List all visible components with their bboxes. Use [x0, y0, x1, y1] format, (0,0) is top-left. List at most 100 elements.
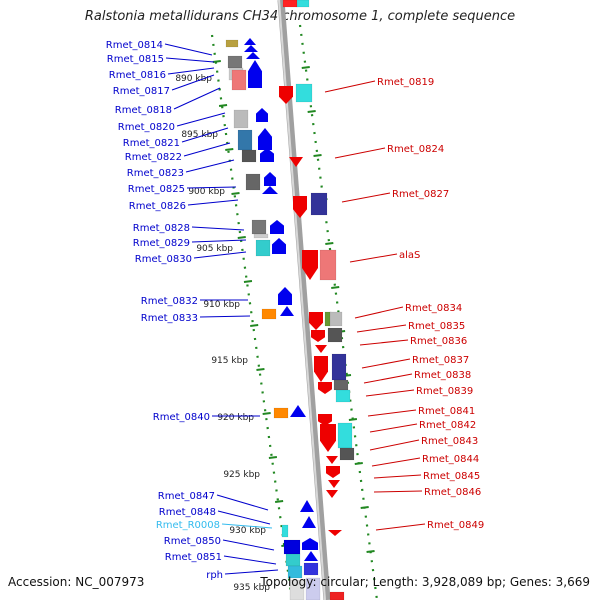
right-gene-label: Rmet_0837 — [412, 355, 469, 366]
left-gene-leader-line — [173, 87, 221, 110]
left-gene-leader-line — [217, 510, 271, 525]
right-gene-leader-line — [341, 192, 391, 203]
gene-feature-box — [227, 55, 243, 69]
gene-arrow — [289, 157, 303, 167]
right-gene-leader-line — [359, 339, 409, 346]
gene-arrow — [262, 186, 278, 194]
gene-feature-box — [327, 327, 343, 343]
gene-arrow — [302, 538, 318, 550]
gene-arrow — [278, 287, 292, 305]
right-gene-leader-line — [363, 373, 413, 384]
right-gene-leader-line — [356, 324, 407, 333]
right-gene-label: Rmet_0843 — [421, 436, 478, 447]
right-gene-leader-line — [349, 253, 398, 263]
gene-arrow — [290, 405, 306, 417]
right-gene-leader-line — [375, 523, 426, 531]
gene-feature-box — [273, 407, 289, 419]
gene-arrow — [302, 516, 316, 528]
right-gene-label: Rmet_0842 — [419, 420, 476, 431]
left-gene-leader-line — [199, 315, 251, 318]
gene-arrow — [315, 345, 327, 353]
gene-arrow — [318, 382, 332, 394]
left-gene-label: Rmet_0814 — [106, 40, 163, 51]
topology-summary: Topology: circular; Length: 3,928,089 bp… — [260, 575, 590, 589]
left-gene-leader-line — [193, 251, 247, 259]
gene-arrow — [264, 172, 276, 186]
right-gene-leader-line — [373, 490, 423, 493]
gene-feature-box — [339, 447, 355, 461]
gene-arrow — [272, 238, 286, 254]
left-gene-label: Rmet_0851 — [165, 552, 222, 563]
ruler-major-tick — [225, 148, 234, 151]
ruler-major-tick — [354, 462, 363, 465]
left-gene-label: Rmet_0833 — [141, 313, 198, 324]
left-gene-leader-line — [221, 523, 273, 529]
scale-tick-label: 890 kbp — [175, 74, 212, 84]
scale-tick-label: 915 kbp — [211, 356, 248, 366]
gene-feature-box — [283, 539, 301, 555]
left-gene-label: Rmet_0817 — [113, 86, 170, 97]
gene-arrow — [260, 148, 274, 162]
right-gene-leader-line — [367, 409, 417, 417]
left-gene-leader-line — [223, 555, 277, 565]
gene-arrow — [300, 500, 314, 512]
inner-ruler-track — [210, 34, 294, 600]
gene-arrow — [314, 356, 328, 382]
right-gene-leader-line — [354, 306, 404, 319]
left-gene-leader-line — [183, 142, 231, 157]
ruler-major-tick — [268, 456, 278, 459]
left-gene-leader-line — [164, 43, 213, 56]
left-gene-leader-line — [181, 127, 229, 143]
scale-tick-label: 900 kbp — [188, 187, 225, 197]
right-gene-label: Rmet_0849 — [427, 520, 484, 531]
right-gene-label: Rmet_0819 — [377, 77, 434, 88]
left-gene-label: Rmet_0840 — [153, 412, 210, 423]
right-gene-leader-line — [361, 358, 411, 369]
gene-feature-box — [295, 83, 313, 103]
left-gene-label: Rmet_0850 — [164, 536, 221, 547]
left-gene-label: Rmet_0825 — [128, 184, 185, 195]
ruler-major-tick — [243, 280, 253, 283]
gene-feature-box — [331, 353, 347, 381]
ruler-major-tick — [274, 500, 284, 503]
right-gene-label: Rmet_0844 — [422, 454, 479, 465]
ruler-major-tick — [366, 550, 375, 553]
gene-feature-box — [329, 591, 345, 600]
left-gene-label: Rmet_0815 — [107, 54, 164, 65]
ruler-major-tick — [307, 110, 316, 113]
left-gene-label: Rmet_0820 — [118, 122, 175, 133]
right-gene-label: Rmet_0835 — [408, 321, 465, 332]
left-gene-label: rph — [206, 570, 223, 581]
gene-feature-box — [296, 0, 310, 8]
scale-tick-label: 905 kbp — [196, 244, 233, 254]
gene-feature-box — [255, 239, 271, 257]
left-gene-label: Rmet_0828 — [133, 223, 190, 234]
gene-feature-box — [319, 249, 337, 281]
gene-feature-box — [333, 379, 349, 391]
gene-feature-box — [337, 422, 353, 449]
ruler-major-tick — [360, 506, 369, 509]
left-gene-label: Rmet_0826 — [129, 201, 186, 212]
gene-feature-box — [241, 149, 257, 163]
left-gene-leader-line — [186, 186, 237, 189]
gene-feature-box — [287, 565, 303, 579]
left-gene-label: Rmet_0832 — [141, 296, 198, 307]
left-gene-leader-line — [185, 159, 235, 173]
gene-arrow — [270, 220, 284, 234]
right-gene-label: Rmet_0838 — [414, 370, 471, 381]
gene-feature-box — [281, 524, 289, 538]
gene-feature-box — [310, 192, 328, 216]
right-gene-leader-line — [369, 439, 420, 451]
gene-arrow — [326, 490, 338, 498]
gene-arrow — [302, 250, 318, 280]
gene-feature-box — [237, 129, 253, 151]
right-gene-leader-line — [369, 423, 418, 433]
left-gene-leader-line — [165, 57, 215, 63]
gene-arrow — [328, 480, 340, 488]
left-gene-label: Rmet_0821 — [123, 138, 180, 149]
scale-tick-label: 910 kbp — [203, 300, 240, 310]
left-gene-leader-line — [187, 199, 239, 206]
scale-tick-label: 935 kbp — [233, 583, 270, 593]
